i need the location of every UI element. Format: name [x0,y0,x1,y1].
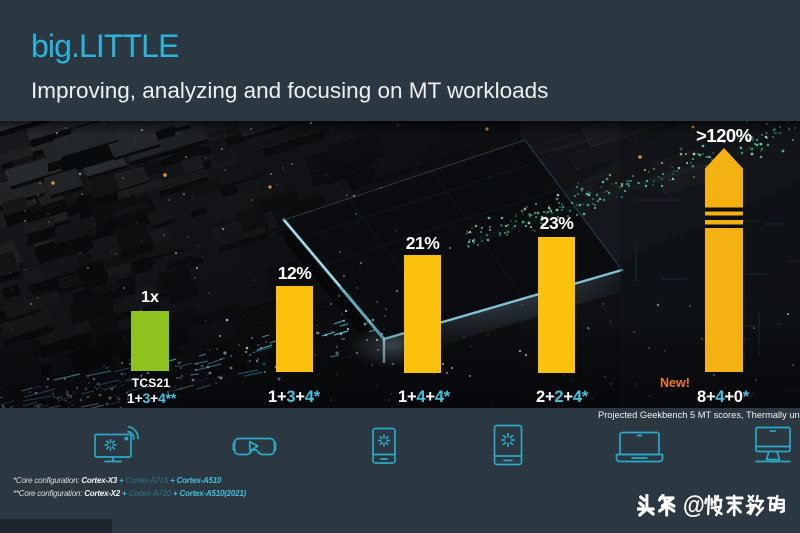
svg-text:@: @ [683,494,705,518]
